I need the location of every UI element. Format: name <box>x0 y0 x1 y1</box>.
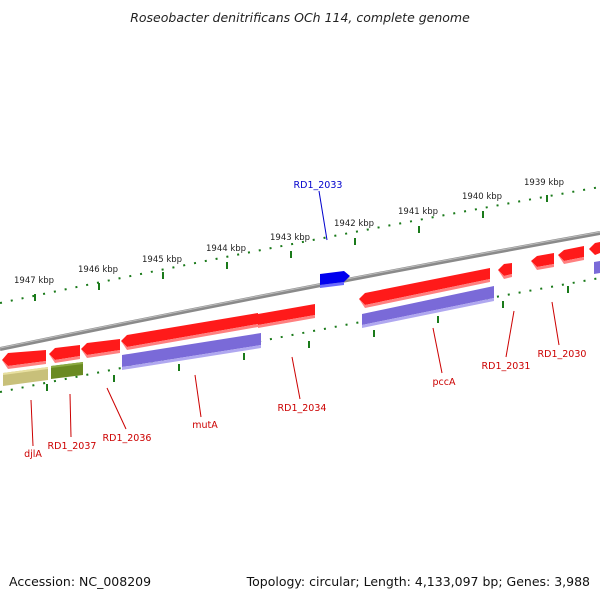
genome-summary-text: Topology: circular; Length: 4,133,097 bp… <box>246 574 590 589</box>
kbp-label: 1941 kbp <box>398 207 438 217</box>
kbp-label: 1943 kbp <box>270 233 310 243</box>
map-title: Roseobacter denitrificans OCh 114, compl… <box>130 10 470 25</box>
kbp-label: 1945 kbp <box>142 255 182 265</box>
kbp-label: 1940 kbp <box>462 192 502 202</box>
accession-text: Accession: NC_008209 <box>9 574 151 589</box>
leader-line-rd1-2036 <box>106 387 127 430</box>
gene-label-rd1-2033[interactable]: RD1_2033 <box>294 180 343 191</box>
protein-bar-djla[interactable] <box>3 367 48 386</box>
gene-djla[interactable] <box>2 350 46 369</box>
leader-line-rd1-2030 <box>551 301 560 346</box>
upper-tick-track <box>0 186 600 304</box>
gene-rd1-2034[interactable] <box>258 304 315 328</box>
gene-label-pcca[interactable]: pccA <box>433 377 456 388</box>
gene-label-rd1-2034[interactable]: RD1_2034 <box>278 403 327 414</box>
gene-label-rd1-2037[interactable]: RD1_2037 <box>48 441 97 452</box>
genome-backbone <box>0 231 600 351</box>
kbp-label: 1942 kbp <box>334 219 374 229</box>
gene-rd1-2028[interactable] <box>589 242 600 255</box>
gene-rd1-2030[interactable] <box>531 253 554 270</box>
genome-backbone-highlight <box>0 231 600 349</box>
leader-line-djla <box>30 399 34 447</box>
gene-label-rd1-2030[interactable]: RD1_2030 <box>538 349 587 360</box>
leader-line-rd1-2031 <box>505 310 515 358</box>
gene-rd1-2037[interactable] <box>49 345 80 363</box>
leader-line-pcca <box>432 327 443 374</box>
leader-line-muta <box>194 374 202 418</box>
protein-bar-rd1-2037[interactable] <box>51 362 83 379</box>
leader-line-rd1-2037 <box>69 393 72 438</box>
kbp-label: 1946 kbp <box>78 265 118 275</box>
lower-major-ticks <box>46 286 569 391</box>
gene-label-rd1-2036[interactable]: RD1_2036 <box>103 433 152 444</box>
gene-label-muta[interactable]: mutA <box>192 420 218 431</box>
gene-label-rd1-2031[interactable]: RD1_2031 <box>482 361 531 372</box>
protein-bar-muta[interactable] <box>122 333 261 370</box>
gene-rd1-2033[interactable] <box>320 271 350 288</box>
leader-line-rd1-2034 <box>291 356 301 400</box>
gene-rd1-2036[interactable] <box>81 339 120 358</box>
upper-major-ticks <box>34 195 548 301</box>
gene-pcca[interactable] <box>359 268 490 308</box>
protein-bar-edge[interactable] <box>594 261 600 274</box>
kbp-label: 1947 kbp <box>14 276 54 286</box>
protein-bar-pcca[interactable] <box>362 286 494 328</box>
kbp-label: 1944 kbp <box>206 244 246 254</box>
gene-muta[interactable] <box>121 313 258 350</box>
gene-label-djla[interactable]: djlA <box>24 449 42 460</box>
gene-rd1-2029[interactable] <box>558 246 584 264</box>
leader-line-rd1-2033 <box>318 190 328 241</box>
gene-rd1-2031[interactable] <box>498 263 512 279</box>
kbp-label: 1939 kbp <box>524 178 564 188</box>
